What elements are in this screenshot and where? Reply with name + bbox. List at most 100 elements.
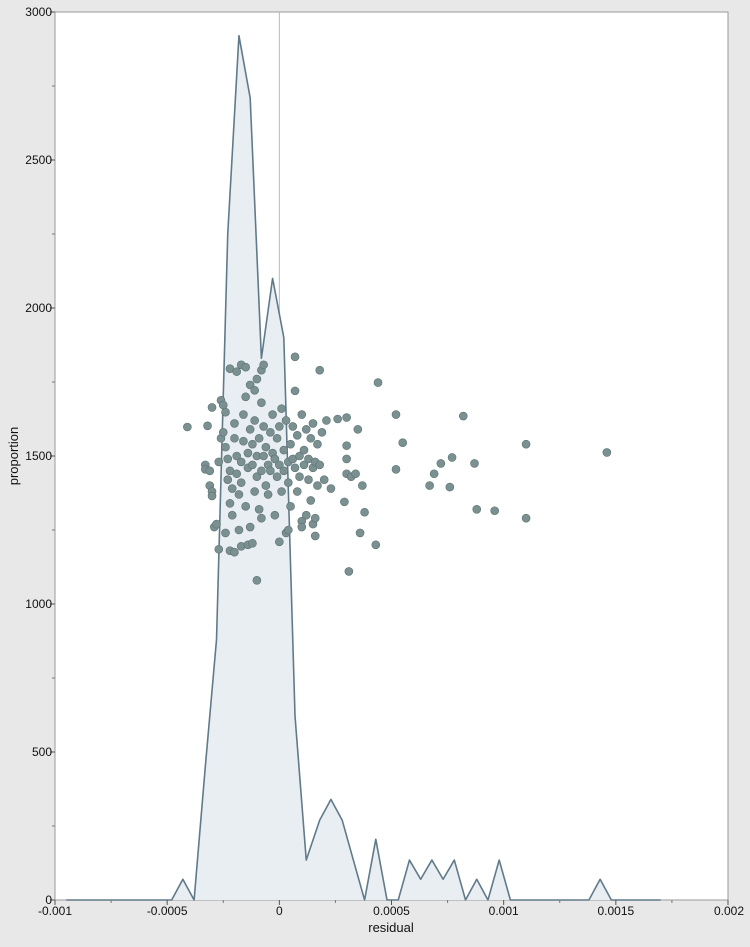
scatter-point [344, 567, 354, 576]
scatter-point [275, 460, 284, 470]
scatter-point [322, 416, 331, 425]
x-tick-label: 0.002 [714, 904, 744, 918]
scatter-point [207, 403, 217, 412]
scatter-point [281, 416, 291, 425]
x-axis-title: residual [368, 920, 414, 935]
scatter-point [218, 400, 228, 410]
scatter-point [236, 478, 246, 487]
scatter-point [245, 522, 255, 532]
scatter-point [342, 441, 351, 450]
scatter-point [279, 445, 289, 455]
scatter-point [297, 522, 307, 532]
scatter-point [232, 451, 242, 461]
scatter-point [602, 448, 612, 457]
scatter-point [371, 540, 381, 550]
scatter-point [295, 451, 304, 461]
scatter-point [272, 433, 282, 443]
scatter-point [360, 507, 369, 517]
y-tick-label: 1500 [25, 449, 52, 463]
scatter-point [221, 407, 230, 417]
scatter-point [304, 475, 313, 484]
scatter-point [472, 504, 482, 514]
scatter-point [223, 454, 233, 464]
scatter-point [297, 410, 307, 419]
scatter-point [259, 422, 268, 431]
scatter-point [270, 454, 280, 464]
axes-layer: -0.001 -0.0005 0 0.0005 0.001 0.0015 0.002 0 500… [25, 5, 744, 918]
scatter-point [266, 428, 275, 437]
scatter-point [310, 513, 320, 523]
scatter-point [301, 425, 311, 434]
scatter-point [241, 392, 250, 402]
scatter-point [315, 365, 325, 375]
scatter-point [232, 367, 242, 376]
scatter-point [391, 465, 401, 474]
scatter-point [257, 513, 266, 523]
scatter-point [266, 466, 275, 476]
scatter-point [290, 386, 300, 396]
scatter-point [263, 490, 273, 499]
scatter-point [447, 453, 457, 462]
scatter-point [299, 445, 309, 455]
scatter-point [254, 504, 264, 514]
scatter-point [353, 425, 363, 434]
scatter-point [391, 410, 401, 419]
scatter-point [261, 442, 271, 452]
scatter-point [252, 576, 262, 585]
scatter-point [239, 436, 248, 446]
scatter-point [234, 490, 244, 499]
scatter-point [373, 378, 383, 387]
scatter-point [257, 398, 266, 408]
scatter-point [521, 513, 531, 523]
scatter-point [458, 411, 468, 421]
x-tick-label: 0 [276, 904, 283, 918]
scatter-point [245, 425, 255, 434]
scatter-point [313, 439, 322, 449]
scatter-point [292, 430, 302, 440]
scatter-point [243, 448, 253, 458]
x-tick-label: -0.0005 [147, 904, 188, 918]
scatter-point [275, 537, 284, 547]
scatter-point [317, 428, 327, 437]
scatter-point [355, 528, 365, 538]
scatter-point [315, 460, 325, 470]
scatter-point [257, 466, 266, 476]
scatter-point [254, 433, 264, 443]
scatter-point [284, 525, 293, 535]
scatter-point [250, 385, 259, 395]
scatter-point [333, 414, 342, 424]
scatter-point [425, 481, 434, 490]
scatter-point [286, 502, 295, 511]
scatter-point [248, 460, 257, 470]
scatter-point [277, 404, 286, 413]
series-layer [66, 12, 661, 901]
x-tick-label: 0.0015 [597, 904, 634, 918]
scatter-point [351, 469, 360, 479]
scatter-point [212, 519, 221, 529]
scatter-point [270, 510, 280, 520]
scatter-point [290, 352, 300, 362]
y-tick-label: 500 [32, 745, 52, 759]
y-tick-label: 2000 [25, 301, 52, 315]
scatter-point [470, 459, 479, 468]
scatter-point [306, 433, 316, 443]
scatter-point [239, 410, 248, 419]
scatter-point [227, 510, 237, 520]
scatter-point [248, 439, 257, 449]
scatter-point [268, 410, 277, 419]
scatter-point [288, 422, 298, 431]
x-tick-label: -0.001 [38, 904, 72, 918]
scatter-point [445, 482, 455, 492]
scatter-point [225, 499, 235, 508]
scatter-point [290, 463, 300, 473]
scatter-point [203, 421, 212, 431]
scatter-point [521, 439, 531, 449]
scatter-point [272, 472, 282, 482]
plot-background [54, 11, 729, 901]
scatter-point [230, 433, 239, 443]
scatter-point [232, 469, 242, 479]
scatter-point [490, 506, 499, 516]
scatter-point [214, 544, 224, 554]
scatter-point [295, 472, 304, 482]
